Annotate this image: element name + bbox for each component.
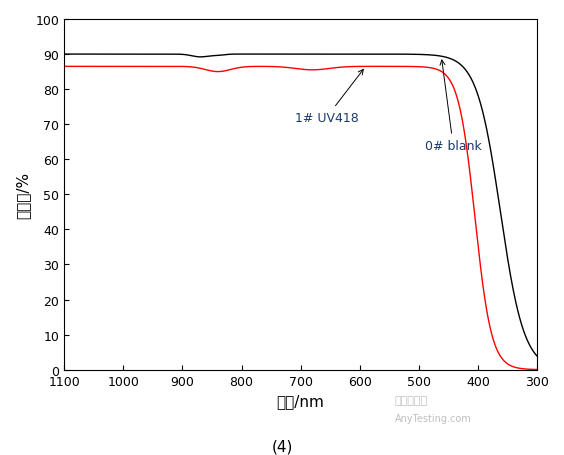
Text: AnyTesting.com: AnyTesting.com [395, 413, 472, 423]
Text: 0# blank: 0# blank [425, 61, 482, 152]
Y-axis label: 透过率/%: 透过率/% [15, 172, 30, 218]
Text: (4): (4) [271, 439, 293, 454]
Text: 1# UV418: 1# UV418 [295, 70, 363, 124]
Text: 嘉峪检测网: 嘉峪检测网 [395, 394, 428, 404]
X-axis label: 波长/nm: 波长/nm [277, 393, 325, 408]
